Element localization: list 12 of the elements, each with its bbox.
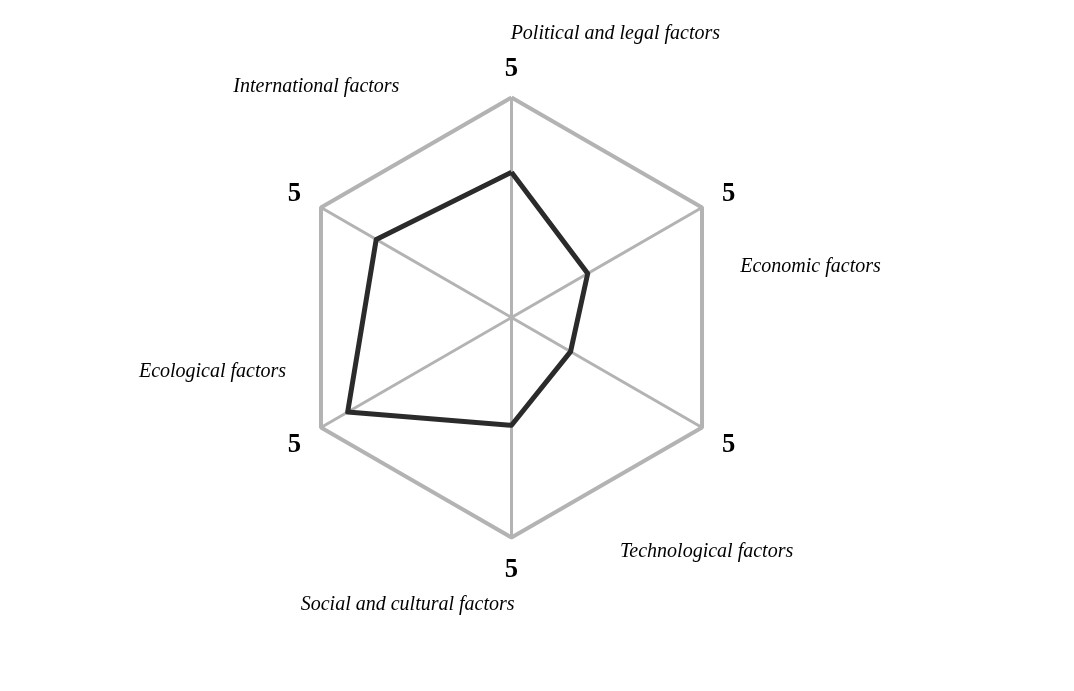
text: 5: [504, 553, 519, 584]
spoke-label: Technological factors: [620, 539, 794, 563]
spoke-label: Ecological factors: [137, 359, 287, 383]
text: 5: [287, 427, 301, 458]
spoke-label: International factors: [232, 73, 400, 97]
text: 5: [504, 51, 519, 82]
spoke-label: Social and cultural factors: [300, 591, 515, 615]
text: 5: [287, 177, 301, 208]
spoke-label: Political and legal factors: [509, 21, 721, 45]
text: 5: [722, 427, 736, 458]
text: 5: [722, 177, 736, 208]
spoke-label: Economic factors: [739, 253, 881, 277]
